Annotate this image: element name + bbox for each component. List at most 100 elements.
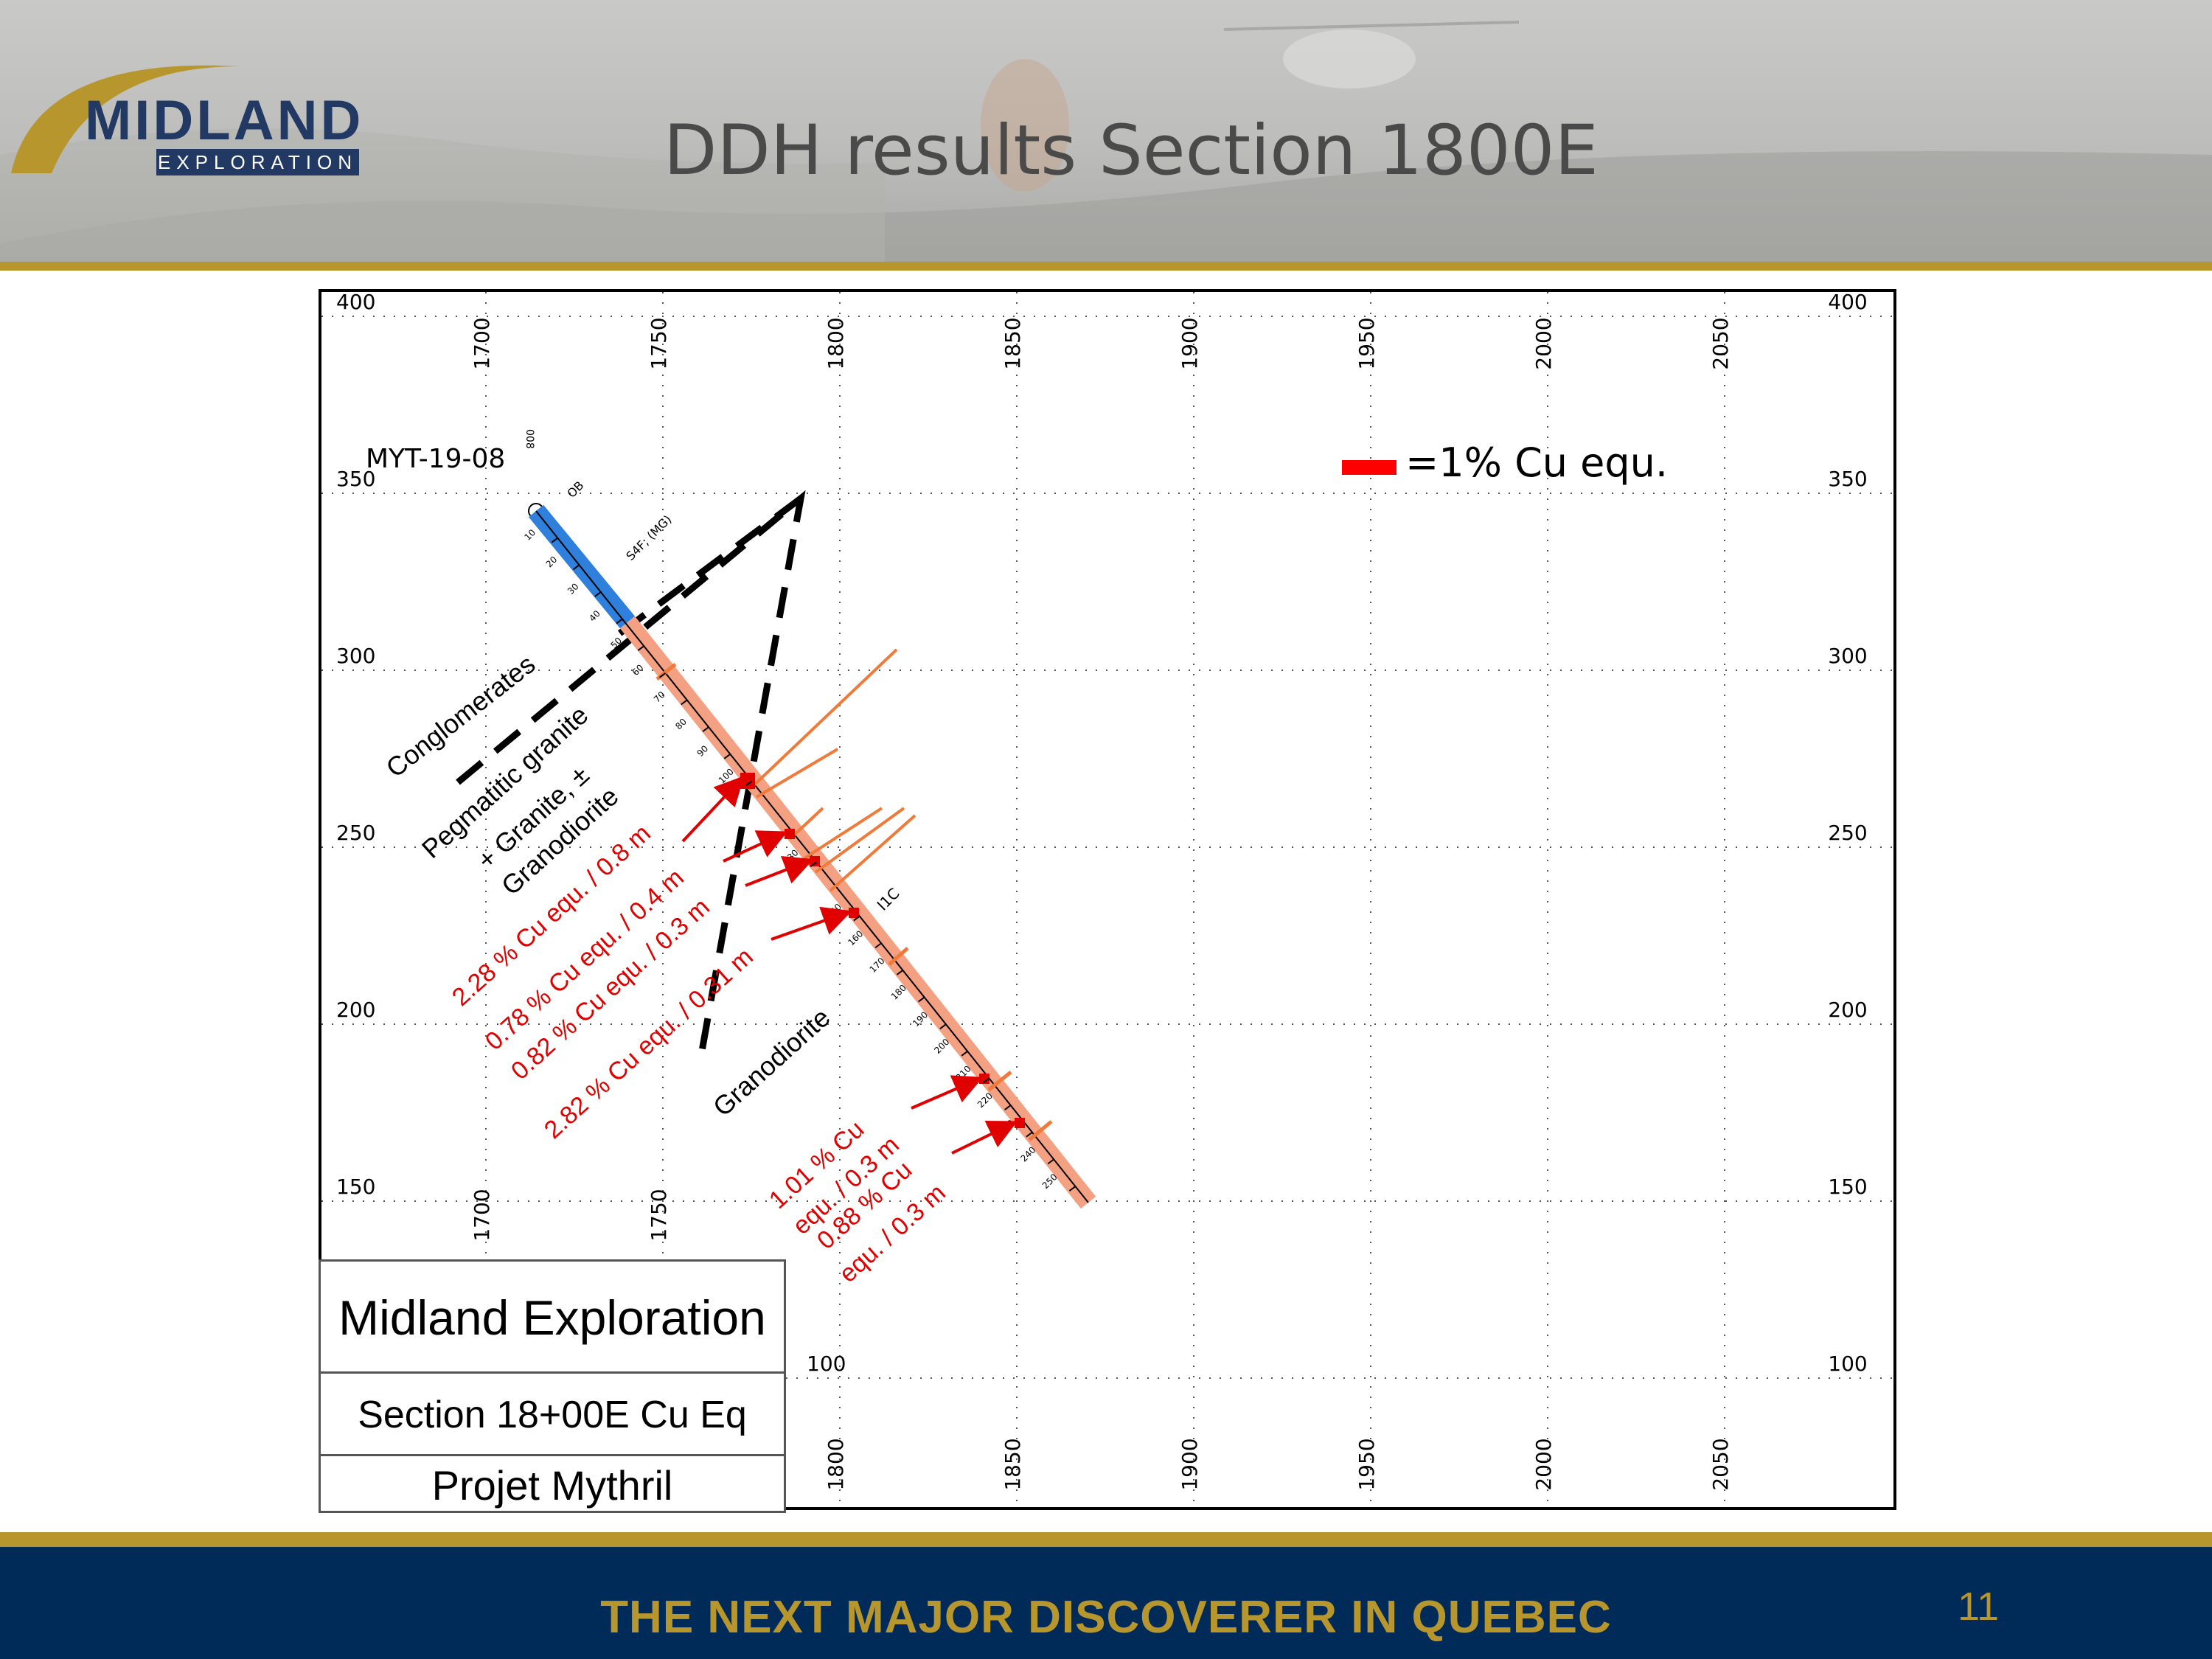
intercept-marker (740, 773, 755, 789)
cu-bar (748, 648, 898, 791)
depth-tick (1026, 1131, 1033, 1138)
depth-label: 90 (695, 743, 711, 759)
code-s4f: S4F; (MG) (623, 512, 674, 563)
collar-label: 008 (524, 429, 535, 449)
elevation-tick-right: 100 (1828, 1352, 1867, 1376)
logo-wordmark: MIDLAND (85, 89, 364, 152)
intercept-marker (849, 908, 859, 918)
title-block-company: Midland Exploration (321, 1262, 784, 1374)
depth-tick (551, 537, 558, 543)
elevation-tick-left: 100 (807, 1352, 846, 1376)
depth-tick (723, 753, 731, 759)
easting-tick-top: 2000 (1531, 317, 1556, 369)
easting-tick-bottom: 2000 (1531, 1438, 1556, 1490)
section-drawing: 1700 1700 1750 1750 1800 1800 1850 1850 1900 1900… (321, 292, 1893, 1507)
depth-tick (702, 726, 709, 732)
depth-tick (874, 942, 882, 949)
depth-label: 70 (652, 689, 667, 705)
cu-bar (1028, 1120, 1053, 1141)
elevation-tick-right: 200 (1828, 998, 1867, 1022)
easting-tick-bottom: 1900 (1178, 1438, 1202, 1490)
elevation-tick-left: 150 (336, 1175, 375, 1199)
easting-tick-bottom: 2050 (1708, 1438, 1733, 1490)
code-ob: OB (564, 479, 586, 501)
depth-label: 20 (544, 554, 560, 570)
easting-tick-top: 1700 (470, 317, 494, 369)
tick-labels: 1700 1700 1750 1750 1800 1800 1850 1850 1900 1900… (336, 292, 1868, 1491)
footer-tagline: THE NEXT MAJOR DISCOVERER IN QUEBEC (600, 1592, 1612, 1643)
depth-tick (1047, 1158, 1054, 1165)
hole-id-label: MYT-19-08 (366, 444, 505, 474)
depth-tick (1004, 1105, 1012, 1110)
logo-subtitle: EXPLORATION (156, 149, 359, 175)
depth-tick (616, 618, 623, 625)
lithology-contact-upper (611, 495, 803, 641)
intercept-marker (785, 829, 795, 839)
cu-bar (987, 1071, 1012, 1091)
slide-header: MIDLAND EXPLORATION DDH results Section … (0, 0, 2212, 262)
depth-tick (572, 564, 580, 571)
intercept-arrow (951, 1121, 1018, 1155)
page-number: 11 (1958, 1585, 2000, 1629)
title-block-project: Projet Mythril (431, 1462, 673, 1509)
elevation-tick-right: 150 (1828, 1175, 1867, 1199)
elevation-tick-left: 400 (336, 292, 375, 314)
cu-bar (755, 748, 839, 799)
easting-tick-top: 2050 (1708, 317, 1733, 369)
elevation-tick-right: 400 (1828, 292, 1867, 314)
depth-tick (918, 996, 925, 1003)
elevation-tick-left: 200 (336, 998, 375, 1022)
code-i1c: I1C (874, 885, 903, 914)
elevation-tick-left: 300 (336, 644, 375, 668)
section-figure: 1700 1700 1750 1750 1800 1800 1850 1850 1900 1900… (319, 289, 1896, 1513)
depth-tick (594, 591, 602, 597)
depth-label: 40 (587, 608, 602, 624)
easting-tick-mid: 1700 (470, 1189, 494, 1241)
title-block-section: Section 18+00E Cu Eq (321, 1374, 784, 1456)
depth-tick (658, 672, 667, 678)
easting-tick-top: 1800 (824, 317, 848, 369)
intercept-arrow (771, 906, 852, 941)
elevation-tick-right: 350 (1828, 467, 1867, 491)
intercept-arrow (723, 830, 788, 863)
depth-tick (637, 645, 644, 652)
cu-bar (788, 807, 824, 841)
elevation-tick-left: 350 (336, 467, 375, 491)
easting-tick-top: 1900 (1178, 317, 1202, 369)
elevation-tick-right: 300 (1828, 644, 1867, 668)
elevation-tick-right: 250 (1828, 821, 1867, 845)
depth-tick (745, 780, 753, 787)
header-divider (0, 262, 2212, 271)
intercept-arrow (681, 776, 745, 843)
title-block: Midland Exploration Section 18+00E Cu Eq… (319, 1259, 786, 1513)
legend-swatch (1342, 460, 1397, 475)
intercept-marker (810, 856, 820, 866)
easting-tick-mid: 1750 (647, 1189, 671, 1241)
midland-logo: MIDLAND EXPLORATION (7, 37, 376, 184)
easting-tick-bottom: 1850 (1001, 1438, 1025, 1490)
label-granodiorite-lower: Granodiorite (707, 1002, 836, 1122)
slide-footer: THE NEXT MAJOR DISCOVERER IN QUEBEC 11 (0, 1547, 2212, 1659)
legend-label: =1% Cu equ. (1405, 439, 1668, 486)
depth-label: 60 (630, 662, 646, 678)
depth-tick (961, 1051, 968, 1057)
depth-tick (939, 1023, 947, 1029)
elevation-tick-left: 250 (336, 821, 375, 845)
cu-bar (888, 947, 909, 966)
intercept-marker (1015, 1118, 1025, 1128)
intercept-arrow (911, 1075, 984, 1110)
depth-tick (896, 970, 903, 975)
depth-tick (681, 699, 688, 706)
depth-label: 10 (522, 527, 538, 543)
easting-tick-top: 1750 (647, 317, 671, 369)
slide-title: DDH results Section 1800E (664, 111, 1599, 191)
depth-tick (853, 915, 860, 922)
easting-tick-top: 1950 (1354, 317, 1379, 369)
depth-tick (1068, 1186, 1077, 1192)
easting-tick-bottom: 1800 (824, 1438, 848, 1490)
cu-bar (814, 807, 905, 874)
cu-bar (829, 814, 917, 892)
easting-tick-top: 1850 (1001, 317, 1025, 369)
depth-tick (982, 1077, 990, 1084)
footer-divider (0, 1532, 2212, 1547)
